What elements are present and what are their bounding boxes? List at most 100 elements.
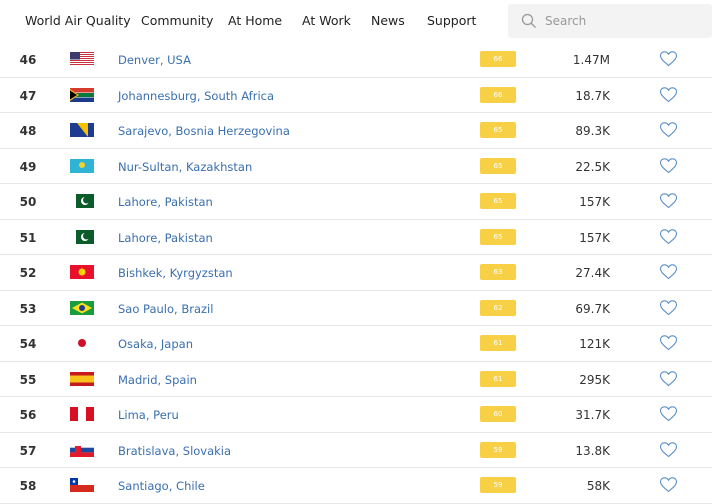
- flag-image: [70, 300, 94, 315]
- favorite-button[interactable]: [659, 406, 678, 425]
- rank: 56: [19, 408, 37, 422]
- nav-link[interactable]: Community: [141, 13, 214, 28]
- heart-icon: [659, 477, 678, 493]
- heart-icon: [659, 228, 678, 244]
- flag-image: [70, 123, 94, 137]
- flag-image: [70, 478, 94, 492]
- rank: 54: [19, 337, 37, 351]
- search-placeholder: Search: [545, 14, 587, 28]
- aqi-badge: 59: [480, 441, 516, 458]
- city-link[interactable]: Sarajevo, Bosnia Herzegovina: [118, 124, 290, 138]
- rank: 53: [19, 301, 37, 316]
- favorite-button[interactable]: [659, 51, 678, 70]
- table-row: 58 Santiago, Chile 59 58K: [0, 468, 712, 504]
- city-link[interactable]: Bishkek, Kyrgyzstan: [118, 266, 233, 280]
- heart-icon: [659, 299, 678, 315]
- flag: [70, 265, 94, 282]
- city-link[interactable]: Johannesburg, South Africa: [118, 88, 275, 103]
- aqi-badge: 65: [480, 122, 516, 138]
- heart-icon: [659, 370, 678, 386]
- city-link[interactable]: Lima, Peru: [118, 408, 179, 422]
- heart-icon: [659, 157, 678, 173]
- nav-bar: Search World Air Quality Community At Home…: [0, 0, 712, 42]
- city-link[interactable]: Bratislava, Slovakia: [118, 443, 232, 458]
- table-row: 55 Madrid, Spain 61 295K: [0, 362, 712, 397]
- flag-image: [70, 442, 94, 457]
- nav-link[interactable]: At Work: [302, 13, 351, 28]
- favorite-button[interactable]: [659, 86, 678, 106]
- favorite-button[interactable]: [659, 477, 678, 496]
- city-link[interactable]: Nur-Sultan, Kazakhstan: [118, 159, 253, 174]
- followers: 1.47M: [572, 53, 610, 67]
- followers: 27.4K: [575, 266, 610, 280]
- city-link[interactable]: Lahore, Pakistan: [118, 230, 213, 245]
- aqi-badge: 63: [480, 264, 516, 280]
- flag: [70, 371, 94, 389]
- city-link[interactable]: Lahore, Pakistan: [118, 195, 213, 209]
- rank: 47: [19, 88, 37, 103]
- favorite-button[interactable]: [659, 335, 678, 354]
- followers: 121K: [579, 337, 610, 351]
- aqi-badge: 59: [480, 477, 516, 493]
- flag-image: [70, 229, 94, 244]
- aqi-badge: 62: [480, 299, 516, 316]
- city-link[interactable]: Madrid, Spain: [118, 372, 197, 387]
- followers: 22.5K: [575, 159, 610, 174]
- heart-icon: [659, 122, 678, 138]
- table-row: 54 Osaka, Japan 61 121K: [0, 326, 712, 362]
- followers: 69.7K: [575, 301, 610, 316]
- favorite-button[interactable]: [659, 228, 678, 248]
- city-link[interactable]: Santiago, Chile: [118, 479, 205, 493]
- table-row: 49 Nur-Sultan, Kazakhstan 65 22.5K: [0, 149, 712, 184]
- followers: 157K: [579, 195, 610, 209]
- favorite-button[interactable]: [659, 193, 678, 212]
- city-link[interactable]: Denver, USA: [118, 53, 191, 67]
- search-icon: [521, 13, 536, 28]
- table-row: 46 Denver, USA 66 1.47M: [0, 42, 712, 78]
- followers: 13.8K: [575, 443, 610, 458]
- table-row: 48 Sarajevo, Bosnia Herzegovina 65 89.3K: [0, 113, 712, 149]
- flag: [70, 52, 94, 69]
- favorite-button[interactable]: [659, 122, 678, 141]
- table-row: 51 Lahore, Pakistan 65 157K: [0, 220, 712, 255]
- city-link[interactable]: Sao Paulo, Brazil: [118, 301, 214, 316]
- aqi-badge: 65: [480, 157, 516, 174]
- followers: 18.7K: [575, 88, 610, 103]
- nav-link[interactable]: At Home: [228, 13, 283, 28]
- rank: 49: [19, 159, 37, 174]
- rank: 50: [19, 195, 37, 209]
- heart-icon: [659, 335, 678, 351]
- rank: 52: [19, 266, 37, 280]
- table-row: 57 Bratislava, Slovakia 59 13.8K: [0, 433, 712, 468]
- heart-icon: [659, 441, 678, 457]
- flag-image: [70, 52, 94, 66]
- flag: [70, 194, 94, 211]
- flag: [70, 442, 94, 460]
- aqi-badge: 66: [480, 86, 516, 103]
- heart-icon: [659, 86, 678, 102]
- aqi-badge: 61: [480, 335, 516, 351]
- favorite-button[interactable]: [659, 441, 678, 461]
- aqi-badge: 60: [480, 406, 516, 422]
- favorite-button[interactable]: [659, 264, 678, 283]
- aqi-badge: 66: [480, 51, 516, 67]
- followers: 89.3K: [575, 124, 610, 138]
- nav-link[interactable]: World Air Quality: [25, 13, 131, 28]
- search-box[interactable]: Search: [508, 4, 712, 38]
- nav-link[interactable]: News: [371, 13, 405, 28]
- flag-image: [70, 87, 94, 102]
- favorite-button[interactable]: [659, 299, 678, 319]
- followers: 157K: [579, 230, 610, 245]
- aqi-badge: 61: [480, 370, 516, 387]
- table-row: 47 Johannesburg, South Africa 66 18.7K: [0, 78, 712, 113]
- city-link[interactable]: Osaka, Japan: [118, 337, 193, 351]
- flag: [70, 158, 94, 176]
- table-row: 50 Lahore, Pakistan 65 157K: [0, 184, 712, 220]
- nav-link[interactable]: Support: [427, 13, 477, 28]
- heart-icon: [659, 406, 678, 422]
- favorite-button[interactable]: [659, 157, 678, 177]
- flag-image: [70, 265, 94, 279]
- favorite-button[interactable]: [659, 370, 678, 390]
- followers: 58K: [586, 479, 610, 493]
